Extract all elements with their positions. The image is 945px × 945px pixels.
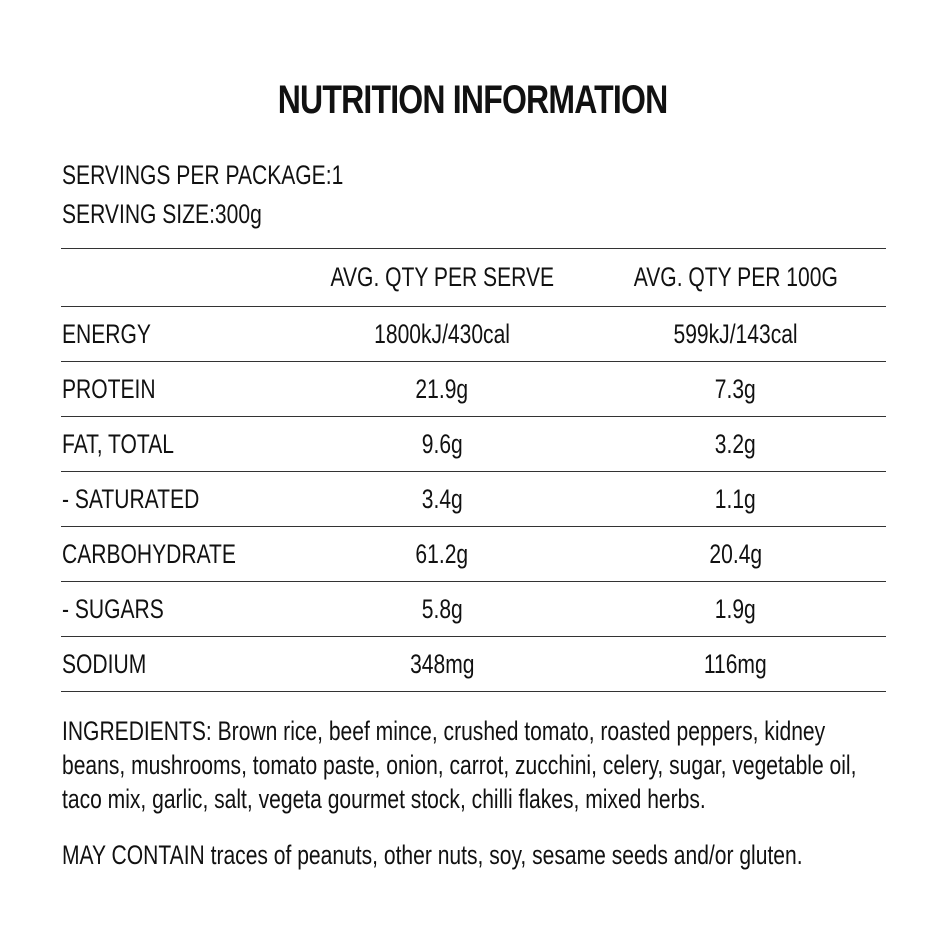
nutrient-name: ENERGY	[62, 318, 151, 349]
per-100g-value: 116mg	[704, 648, 767, 679]
ingredients-section: INGREDIENTS: Brown rice, beef mince, cru…	[62, 714, 892, 816]
per-100g-value: 1.9g	[715, 593, 756, 624]
per-serve-value: 1800kJ/430cal	[374, 318, 510, 349]
table-header-row: AVG. QTY PER SERVE AVG. QTY PER 100G	[61, 248, 886, 306]
servings-per-package-label: SERVINGS PER PACKAGE:	[62, 160, 332, 190]
table-row: - SUGARS 5.8g 1.9g	[61, 581, 886, 636]
header-per-serve-label: AVG. QTY PER SERVE	[330, 262, 554, 292]
per-100g-value: 7.3g	[715, 373, 756, 404]
per-serve-value: 9.6g	[421, 428, 463, 459]
table-row: SODIUM 348mg 116mg	[61, 636, 886, 692]
per-serve-value: 348mg	[409, 648, 475, 679]
header-cell-nutrient	[62, 249, 302, 306]
table-row: CARBOHYDRATE 61.2g 20.4g	[61, 526, 886, 581]
per-serve-value: 3.4g	[421, 483, 463, 514]
nutrition-table: AVG. QTY PER SERVE AVG. QTY PER 100G ENE…	[61, 248, 886, 692]
nutrient-name: SODIUM	[62, 648, 147, 679]
may-contain-label: MAY CONTAIN	[62, 840, 205, 870]
page-title-text: NUTRITION INFORMATION	[277, 78, 668, 122]
nutrient-name: - SUGARS	[62, 593, 164, 624]
header-per-100g-label: AVG. QTY PER 100G	[633, 262, 838, 292]
servings-per-package: SERVINGS PER PACKAGE:1	[62, 160, 423, 191]
nutrient-name: FAT, TOTAL	[62, 428, 174, 459]
per-serve-value: 5.8g	[421, 593, 463, 624]
allergen-section: MAY CONTAIN traces of peanuts, other nut…	[62, 838, 892, 872]
servings-per-package-value: 1	[331, 160, 344, 190]
serving-size-label: SERVING SIZE:	[62, 199, 215, 229]
table-row: - SATURATED 3.4g 1.1g	[61, 471, 886, 526]
header-cell-per-100g: AVG. QTY PER 100G	[583, 249, 888, 306]
page-title: NUTRITION INFORMATION	[0, 78, 945, 123]
may-contain-text: traces of peanuts, other nuts, soy, sesa…	[204, 840, 803, 870]
nutrient-name: PROTEIN	[62, 373, 156, 404]
serving-size-value: 300g	[214, 199, 262, 229]
serving-size: SERVING SIZE:300g	[62, 199, 318, 230]
nutrient-name: CARBOHYDRATE	[62, 538, 236, 569]
ingredients-text: Brown rice, beef mince, crushed tomato, …	[62, 716, 857, 814]
table-row: FAT, TOTAL 9.6g 3.2g	[61, 416, 886, 471]
per-100g-value: 20.4g	[709, 538, 762, 569]
ingredients-label: INGREDIENTS:	[62, 716, 212, 746]
per-100g-value: 1.1g	[715, 483, 756, 514]
table-row: PROTEIN 21.9g 7.3g	[61, 361, 886, 416]
nutrient-name: - SATURATED	[62, 483, 200, 514]
header-cell-per-serve: AVG. QTY PER SERVE	[301, 249, 583, 306]
per-serve-value: 61.2g	[415, 538, 469, 569]
table-row: ENERGY 1800kJ/430cal 599kJ/143cal	[61, 306, 886, 361]
per-serve-value: 21.9g	[415, 373, 469, 404]
per-100g-value: 599kJ/143cal	[673, 318, 798, 349]
per-100g-value: 3.2g	[715, 428, 756, 459]
